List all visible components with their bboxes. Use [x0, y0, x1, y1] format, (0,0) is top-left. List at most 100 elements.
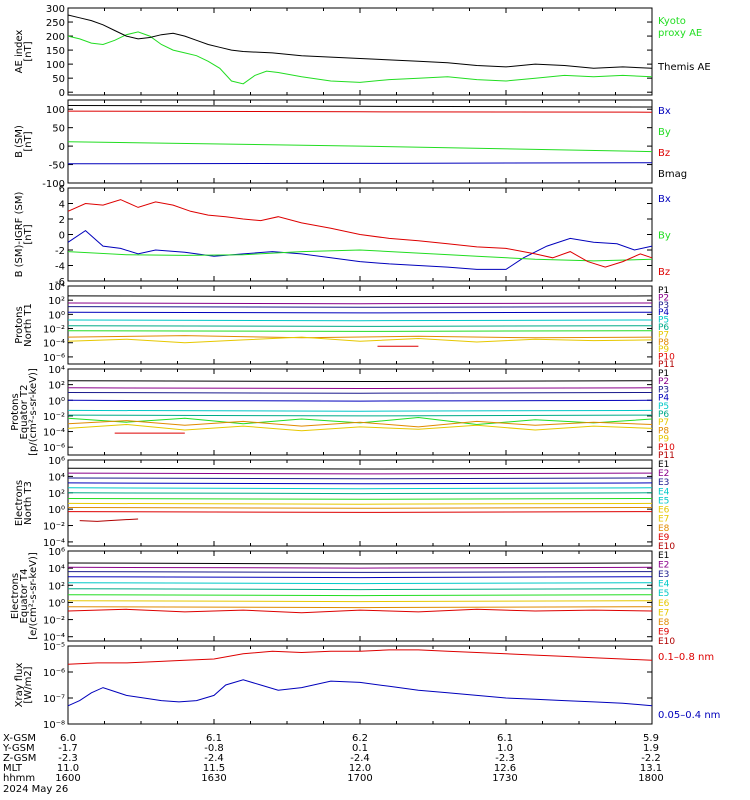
y-tick-label: 150 [46, 46, 65, 57]
y-tick-label: 10⁻⁶ [43, 353, 65, 364]
axis-value: -1.7 [58, 743, 78, 754]
legend-entry: P1 [658, 286, 669, 296]
series-line-p7 [67, 416, 653, 426]
y-tick-label: 10⁰ [48, 310, 65, 321]
series-line-e8 [67, 600, 653, 603]
legend-entry: P5 [658, 316, 669, 326]
legend-entry: By [658, 127, 671, 138]
y-axis-label: Electrons [10, 573, 21, 619]
series-line-p5 [67, 409, 653, 412]
y-tick-label: 10⁶ [48, 547, 65, 558]
axis-row-label: MLT [3, 763, 23, 774]
series-line-p7 [67, 330, 653, 332]
legend-entry: By [658, 231, 671, 242]
y-axis-label: North T3 [23, 481, 34, 525]
legend-entry: E1 [658, 551, 669, 561]
axis-value: 12.6 [494, 763, 516, 774]
y-tick-label: 10⁰ [48, 505, 65, 516]
axis-row-label: Y-GSM [2, 743, 35, 754]
axis-value: -2.2 [641, 753, 661, 764]
y-axis-label: Xray flux [14, 663, 25, 708]
legend-entry: P4 [658, 394, 669, 404]
legend-entry: P6 [658, 323, 669, 333]
legend-entry: E1 [658, 460, 669, 470]
legend-entry: E2 [658, 561, 669, 571]
axis-row-label: X-GSM [3, 733, 36, 744]
y-tick-label: 10² [48, 581, 65, 592]
axis-row-label: hhmm [3, 773, 35, 784]
series-line-p3 [67, 306, 653, 308]
bottom-axis: X-GSMY-GSMZ-GSMMLThhmm6.0-1.7-2.311.0160… [2, 733, 664, 795]
series-line-e5 [67, 487, 653, 490]
series-line-p3 [67, 392, 653, 394]
panel-bdiff: 6 4 2 0 -2 -4 -6 B (SM)-IGRF (SM)[nT] Bx By Bz [14, 184, 671, 288]
series-line-p2 [67, 302, 653, 305]
y-tick-label: 10² [48, 296, 65, 307]
y-tick-label: 0 [59, 88, 65, 99]
legend-entry: proxy AE [658, 28, 702, 39]
legend-entry: E3 [658, 478, 669, 488]
y-tick-label: 100 [46, 60, 65, 71]
series-line-p4 [67, 399, 653, 402]
y-axis-label: Equator T2 [19, 385, 30, 440]
series-line-e10 [67, 511, 653, 513]
series-line-0-1-0-8-nm [67, 649, 653, 665]
y-axis-label: [W/m2] [23, 666, 34, 703]
y-axis-label: North T1 [23, 303, 34, 347]
date-label: 2024 May 26 [3, 784, 68, 795]
series-line-bz [67, 199, 653, 268]
axis-value: -2.4 [204, 753, 224, 764]
y-axis-label: [p/(cm²-s-sr-keV)] [28, 368, 39, 456]
legend-entry: E7 [658, 515, 669, 525]
y-tick-label: 10⁻⁴ [43, 538, 65, 549]
axis-value: 11.5 [203, 763, 225, 774]
legend-entry: Bx [658, 106, 671, 117]
axis-value: 0.1 [352, 743, 368, 754]
legend-entry: Bmag [658, 169, 687, 180]
axis-value: -2.4 [350, 753, 370, 764]
series-line-e9 [67, 606, 653, 609]
legend-entry: P3 [658, 301, 669, 311]
series-line-p8 [67, 335, 653, 339]
series-line-e4 [67, 482, 653, 485]
series-line-e5 [67, 582, 653, 585]
y-tick-label: 10⁶ [48, 456, 65, 467]
y-tick-label: 10⁰ [48, 396, 65, 407]
y-tick-label: 10⁻⁶ [43, 443, 65, 454]
series-line-bx [67, 229, 653, 270]
y-axis-label: B (SM)-IGRF (SM) [14, 192, 25, 278]
series-line-e6 [67, 588, 653, 591]
y-tick-label: 4 [59, 200, 65, 211]
legend-entry: P9 [658, 345, 669, 355]
y-tick-label: 10⁻⁷ [43, 694, 65, 705]
legend-entry: E9 [658, 533, 670, 543]
axis-value: 1630 [201, 773, 226, 784]
legend-entry: E7 [658, 608, 669, 618]
axis-value: 13.1 [640, 763, 662, 774]
legend-entry: P3 [658, 385, 669, 395]
axis-value: 1800 [638, 773, 663, 784]
y-axis-label: [nT] [23, 131, 34, 151]
series-line-by [67, 141, 653, 153]
y-tick-label: 10⁰ [48, 598, 65, 609]
legend-entry: P8 [658, 426, 669, 436]
series-line-e7 [67, 498, 653, 500]
series-line-p9 [67, 336, 653, 344]
series-line-e8 [67, 502, 653, 505]
series-line-e6 [67, 492, 653, 495]
axis-value: 12.0 [349, 763, 371, 774]
legend-entry: Bz [658, 267, 670, 278]
y-tick-label: 300 [46, 4, 65, 15]
series-line-e1 [67, 467, 653, 470]
legend-entry: E5 [658, 589, 669, 599]
panel-xray: 10⁻⁵ 10⁻⁶ 10⁻⁷ 10⁻⁸ Xray flux[W/m2] 0.1–0.8 n… [14, 642, 720, 731]
series-line-bx [67, 162, 653, 165]
y-axis-label: AE index [14, 30, 25, 74]
y-tick-label: 10² [48, 381, 65, 392]
axis-value: 1730 [492, 773, 517, 784]
series-line-p4 [67, 311, 653, 314]
series-line-p9 [67, 423, 653, 432]
y-axis-label: [nT] [23, 224, 34, 244]
series-line-p6 [67, 325, 653, 327]
